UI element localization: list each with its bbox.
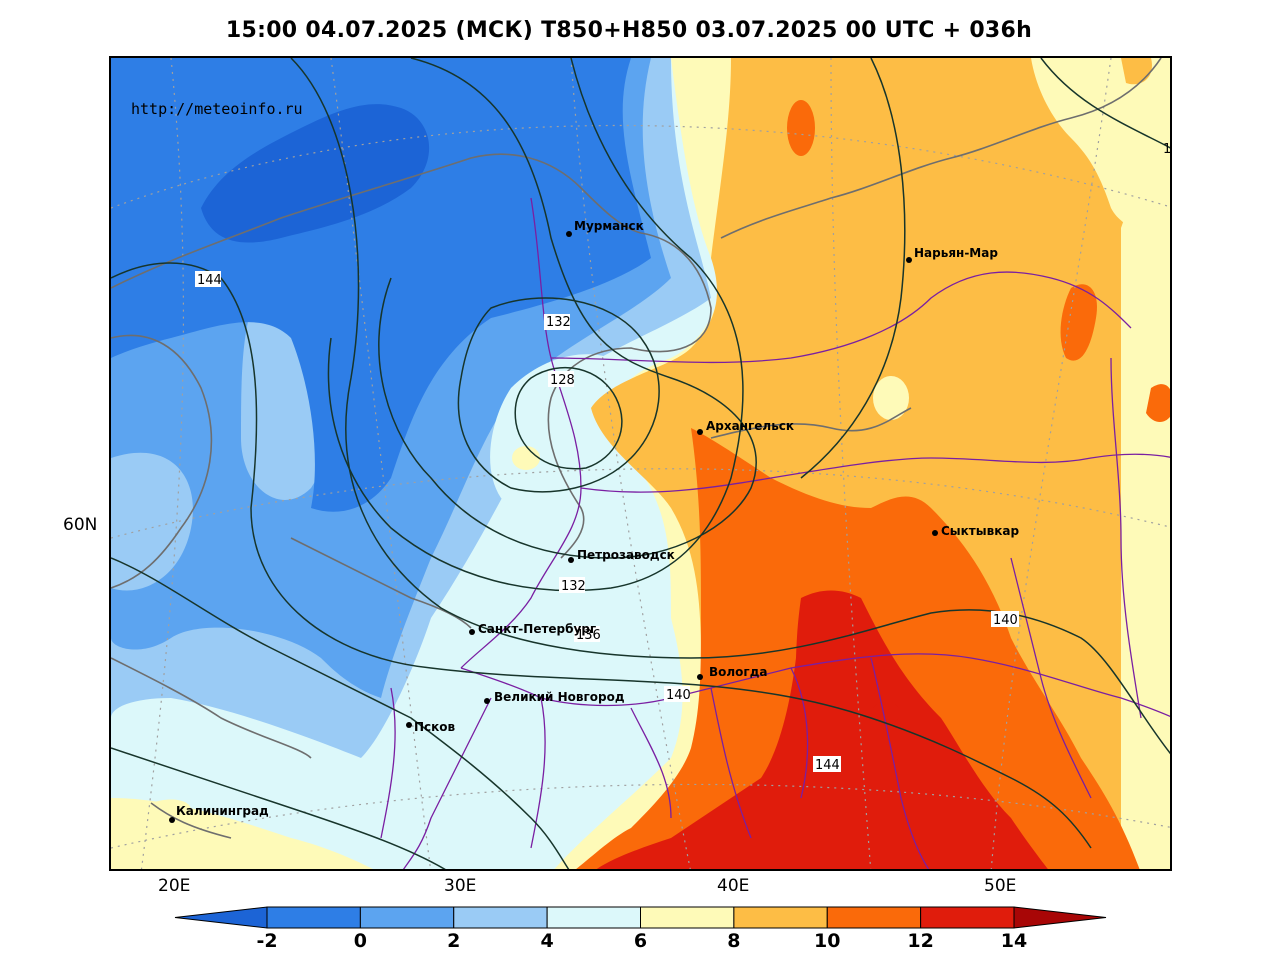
temp-patch-6-8	[873, 376, 909, 420]
colorbar-tick-label: 10	[814, 930, 841, 952]
contour-s	[111, 557, 570, 869]
contour-label: 1	[1163, 142, 1171, 157]
contour-label: 144	[197, 273, 222, 288]
contour-label: 128	[550, 373, 575, 388]
contour-label: 144	[815, 758, 840, 773]
colorbar-tick-label: 8	[727, 930, 741, 952]
colorbar-segment	[920, 906, 1015, 929]
city-marker	[484, 698, 490, 704]
temp-band-m4-m2	[201, 104, 430, 243]
city-label: Калининград	[176, 804, 269, 818]
temp-patch-4-6	[490, 354, 626, 520]
site-url: http://meteoinfo.ru	[131, 100, 303, 118]
colorbar-tick-label: 12	[907, 930, 934, 952]
colorbar-tick-label: 4	[540, 930, 554, 952]
temperature-fill	[111, 58, 1170, 869]
city-marker	[406, 722, 412, 728]
contour-144-outer	[327, 58, 744, 592]
city-label: Великий Новгород	[494, 690, 625, 704]
weather-map: 144 132 128 132 136 140 140 144 1 http:/…	[111, 58, 1171, 869]
city-label: Сыктывкар	[941, 524, 1019, 538]
contour-labels: 144 132 128 132 136 140 140 144 1	[195, 142, 1171, 773]
colorbar-arrow-high	[1013, 906, 1107, 929]
colorbar-tick-label: -2	[256, 930, 278, 952]
temp-patch-10-12	[1146, 384, 1170, 422]
temp-patch-10-12	[787, 100, 815, 156]
temp-patch-6-8	[512, 446, 540, 470]
map-panel[interactable]: 144 132 128 132 136 140 140 144 1 http:/…	[109, 56, 1172, 871]
colorbar-arrow-low	[174, 906, 268, 929]
colorbar-segment	[266, 906, 361, 929]
city-marker	[906, 257, 912, 263]
y-tick-label: 60N	[63, 515, 98, 535]
city-marker	[566, 231, 572, 237]
contour-label: 132	[561, 579, 586, 594]
colorbar-tick-label: 2	[447, 930, 461, 952]
temp-band-6-8	[1031, 58, 1170, 238]
colorbar-segment	[826, 906, 922, 929]
colorbar-tick-label: 0	[353, 930, 367, 952]
cities: Мурманск Нарьян-Мар Архангельск Сыктывка…	[169, 219, 1019, 823]
contour-label: 140	[666, 688, 691, 703]
colorbar-segment	[640, 906, 735, 929]
city-marker	[932, 530, 938, 536]
graticule	[111, 58, 1170, 869]
colorbar-segments	[174, 906, 1107, 929]
contour-144-west	[111, 262, 1092, 849]
colorbar-tick-label: 14	[1000, 930, 1028, 952]
colorbar-segment	[546, 906, 641, 929]
city-marker	[169, 817, 175, 823]
temp-patch-10-12	[1060, 284, 1097, 361]
colorbar-segment	[359, 906, 455, 929]
city-marker	[568, 557, 574, 563]
colorbar-segment	[453, 906, 548, 929]
temp-band-6-8	[151, 799, 191, 817]
contour-label: 140	[993, 613, 1018, 628]
colorbar-segment	[733, 906, 828, 929]
x-tick-label: 50E	[984, 876, 1017, 896]
contour-136	[378, 58, 757, 559]
city-label: Архангельск	[706, 419, 794, 433]
contour-128	[514, 366, 623, 470]
height-contours	[111, 58, 1170, 869]
city-marker	[697, 674, 703, 680]
contour-ne-corner	[1040, 58, 1170, 149]
temp-patch-10-12	[872, 701, 900, 725]
contour-140	[290, 58, 1170, 755]
city-label: Псков	[414, 720, 456, 734]
map-title: 15:00 04.07.2025 (МСК) T850+H850 03.07.2…	[225, 18, 1033, 43]
contour-label: 136	[576, 628, 601, 643]
coastlines	[111, 58, 1162, 839]
contour-132	[457, 297, 660, 493]
temp-patch-2-4	[111, 452, 193, 591]
admin-borders	[380, 197, 1170, 869]
x-tick-label: 20E	[158, 876, 191, 896]
temp-band-12-14	[596, 590, 1048, 869]
contour-ne	[800, 58, 906, 479]
city-label: Петрозаводск	[577, 548, 675, 562]
colorbar-tick-label: 6	[633, 930, 648, 952]
x-tick-label: 40E	[717, 876, 750, 896]
city-label: Мурманск	[574, 219, 644, 233]
contour-label: 132	[546, 315, 571, 330]
city-label: Санкт-Петербург	[478, 622, 596, 636]
city-label: Вологда	[709, 665, 767, 679]
city-marker	[469, 629, 475, 635]
x-tick-label: 30E	[444, 876, 477, 896]
contour-sw	[111, 747, 446, 869]
city-label: Нарьян-Мар	[914, 246, 998, 260]
city-marker	[697, 429, 703, 435]
